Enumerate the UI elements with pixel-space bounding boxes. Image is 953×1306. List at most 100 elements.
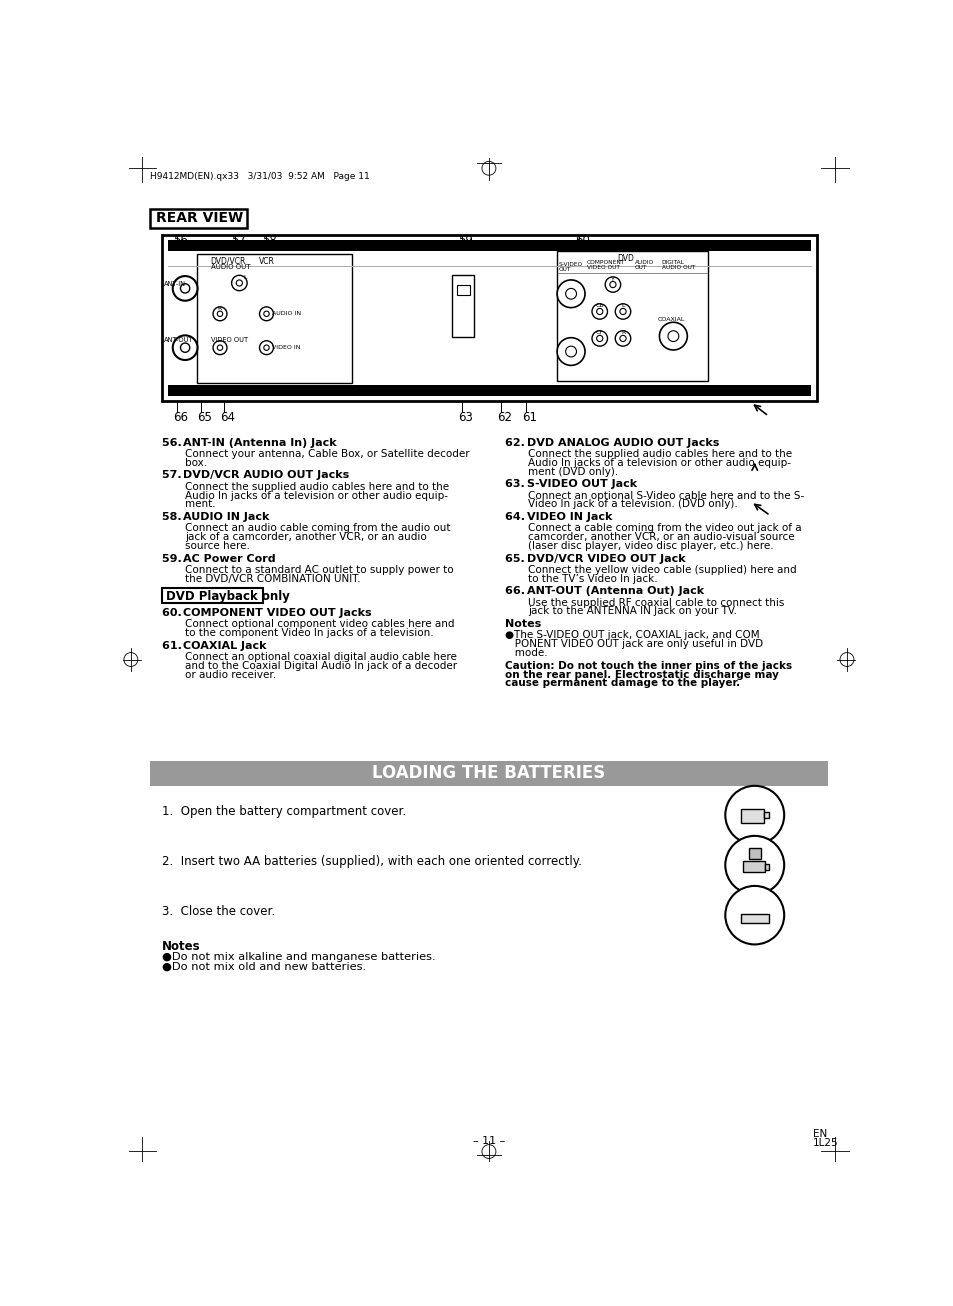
Bar — [196, 253, 352, 383]
Circle shape — [232, 276, 247, 291]
Text: DVD/VCR AUDIO OUT Jacks: DVD/VCR AUDIO OUT Jacks — [183, 470, 349, 481]
Text: Cr: Cr — [596, 330, 602, 334]
Circle shape — [667, 330, 679, 342]
Bar — [162, 235, 816, 401]
Text: 64.: 64. — [505, 512, 533, 522]
Bar — [557, 252, 707, 381]
Bar — [763, 812, 768, 818]
Text: ●Do not mix alkaline and manganese batteries.: ●Do not mix alkaline and manganese batte… — [162, 952, 435, 963]
Text: cause permanent damage to the player.: cause permanent damage to the player. — [505, 678, 740, 688]
Text: – 11 –: – 11 – — [473, 1136, 504, 1147]
Text: Connect an optional S-Video cable here and to the S-: Connect an optional S-Video cable here a… — [528, 491, 804, 500]
Text: ●Do not mix old and new batteries.: ●Do not mix old and new batteries. — [162, 963, 366, 972]
Text: 1.  Open the battery compartment cover.: 1. Open the battery compartment cover. — [162, 804, 406, 818]
Text: VCR: VCR — [258, 257, 274, 266]
Circle shape — [615, 304, 630, 319]
Text: AUDIO IN Jack: AUDIO IN Jack — [183, 512, 270, 522]
Text: R: R — [216, 306, 221, 311]
Text: AUDIO OUT: AUDIO OUT — [661, 265, 695, 269]
Bar — [162, 588, 262, 603]
Text: ment (DVD only).: ment (DVD only). — [528, 466, 618, 477]
Circle shape — [619, 308, 625, 315]
Text: ANT-OUT: ANT-OUT — [164, 337, 193, 343]
Text: Connect to a standard AC outlet to supply power to: Connect to a standard AC outlet to suppl… — [185, 564, 454, 575]
Circle shape — [609, 282, 616, 287]
Circle shape — [236, 279, 242, 286]
Bar — [740, 914, 768, 923]
Text: Connect optional component video cables here and: Connect optional component video cables … — [185, 619, 455, 629]
Text: Caution: Do not touch the inner pins of the jacks: Caution: Do not touch the inner pins of … — [505, 661, 792, 671]
Text: 59: 59 — [457, 234, 473, 247]
Text: on the rear panel. Electrostatic discharge may: on the rear panel. Electrostatic dischar… — [505, 670, 779, 679]
Bar — [764, 863, 768, 870]
Text: 61: 61 — [521, 411, 537, 424]
Text: 62: 62 — [497, 411, 512, 424]
Text: DVD/VCR: DVD/VCR — [211, 257, 246, 266]
Circle shape — [619, 336, 625, 342]
Text: AUDIO OUT: AUDIO OUT — [211, 264, 250, 270]
Text: AUDIO: AUDIO — [634, 260, 653, 265]
Text: Video In jack of a television. (DVD only).: Video In jack of a television. (DVD only… — [528, 499, 738, 509]
Circle shape — [217, 311, 222, 316]
Circle shape — [259, 341, 274, 355]
Text: H9412MD(EN).qx33   3/31/03  9:52 AM   Page 11: H9412MD(EN).qx33 3/31/03 9:52 AM Page 11 — [150, 172, 370, 182]
Text: S-VIDEO: S-VIDEO — [558, 263, 582, 268]
Circle shape — [217, 345, 222, 350]
Text: Connect the yellow video cable (supplied) here and: Connect the yellow video cable (supplied… — [528, 564, 797, 575]
Circle shape — [659, 323, 686, 350]
Circle shape — [264, 345, 269, 350]
Text: R: R — [620, 330, 625, 334]
Text: 58.: 58. — [162, 512, 189, 522]
Text: OUT: OUT — [558, 266, 571, 272]
Text: DVD: DVD — [617, 253, 634, 263]
Text: PONENT VIDEO OUT jack are only useful in DVD: PONENT VIDEO OUT jack are only useful in… — [505, 639, 762, 649]
Text: 57: 57 — [232, 234, 246, 247]
Text: ANT-IN: ANT-IN — [164, 281, 186, 287]
Text: Audio In jacks of a television or other audio equip-: Audio In jacks of a television or other … — [185, 491, 448, 500]
Text: 3.  Close the cover.: 3. Close the cover. — [162, 905, 274, 918]
Text: 2.  Insert two AA batteries (supplied), with each one oriented correctly.: 2. Insert two AA batteries (supplied), w… — [162, 855, 581, 868]
Bar — [748, 848, 760, 859]
Text: Use the supplied RF coaxial cable to connect this: Use the supplied RF coaxial cable to con… — [528, 598, 784, 607]
Text: 63.: 63. — [505, 479, 532, 490]
Text: ANT-OUT (Antenna Out) Jack: ANT-OUT (Antenna Out) Jack — [526, 586, 703, 597]
Text: AC Power Cord: AC Power Cord — [183, 554, 275, 564]
Text: 64: 64 — [220, 411, 234, 424]
Text: COAXIAL: COAXIAL — [658, 317, 684, 321]
Text: Notes: Notes — [505, 619, 541, 629]
Text: Connect your antenna, Cable Box, or Satellite decoder: Connect your antenna, Cable Box, or Sate… — [185, 449, 469, 458]
Text: 66: 66 — [173, 411, 189, 424]
Text: VIDEO IN: VIDEO IN — [272, 345, 300, 350]
Text: camcorder, another VCR, or an audio-visual source: camcorder, another VCR, or an audio-visu… — [528, 532, 794, 542]
Text: VIDEO OUT: VIDEO OUT — [586, 265, 618, 269]
Text: 61.: 61. — [162, 641, 190, 650]
Circle shape — [592, 304, 607, 319]
Text: Y: Y — [610, 277, 614, 282]
Text: Connect the supplied audio cables here and to the: Connect the supplied audio cables here a… — [528, 449, 792, 458]
Text: AUDIO IN: AUDIO IN — [272, 312, 301, 316]
Text: jack of a camcorder, another VCR, or an audio: jack of a camcorder, another VCR, or an … — [185, 532, 426, 542]
Circle shape — [557, 279, 584, 308]
Circle shape — [172, 276, 197, 300]
Text: 63: 63 — [457, 411, 473, 424]
Circle shape — [604, 277, 620, 293]
Text: Connect an audio cable coming from the audio out: Connect an audio cable coming from the a… — [185, 524, 450, 533]
Bar — [150, 209, 247, 227]
Circle shape — [259, 307, 274, 321]
Text: (laser disc player, video disc player, etc.) here.: (laser disc player, video disc player, e… — [528, 541, 773, 551]
Text: 60: 60 — [575, 234, 589, 247]
Text: EN: EN — [812, 1130, 826, 1139]
Circle shape — [615, 330, 630, 346]
Text: L: L — [620, 303, 624, 308]
Circle shape — [565, 289, 576, 299]
Text: the DVD/VCR COMBINATION UNIT.: the DVD/VCR COMBINATION UNIT. — [185, 573, 360, 584]
Circle shape — [180, 343, 190, 353]
Circle shape — [724, 836, 783, 895]
Text: or audio receiver.: or audio receiver. — [185, 670, 276, 679]
Circle shape — [557, 338, 584, 366]
Text: COMPONENT: COMPONENT — [586, 260, 624, 265]
Text: 58: 58 — [262, 234, 277, 247]
Text: Connect the supplied audio cables here and to the: Connect the supplied audio cables here a… — [185, 482, 449, 491]
Text: to the TV’s Video In jack.: to the TV’s Video In jack. — [528, 573, 658, 584]
Circle shape — [213, 307, 227, 321]
